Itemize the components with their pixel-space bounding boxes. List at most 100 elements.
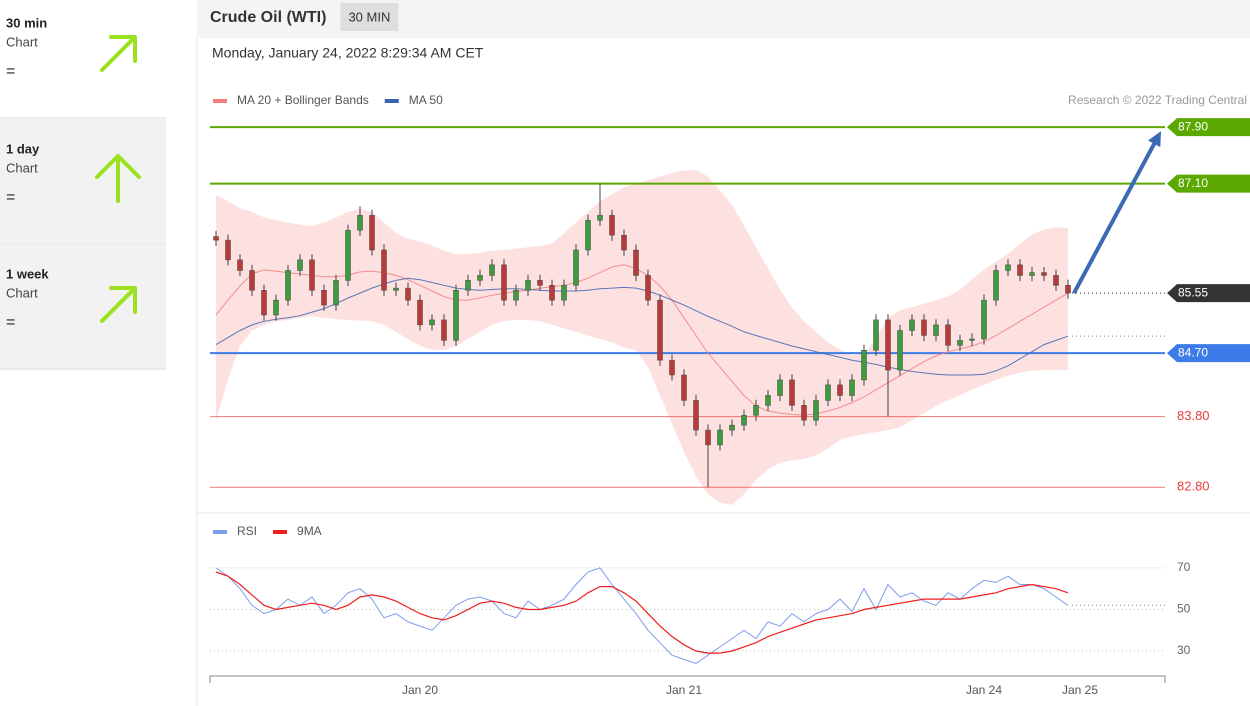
candle-body xyxy=(909,319,915,331)
sidebar-period[interactable]: 30 min xyxy=(6,15,47,30)
sidebar-row-bg xyxy=(0,244,166,369)
candle-body xyxy=(1005,264,1011,271)
moving-average xyxy=(215,264,1069,416)
level-tag xyxy=(1167,284,1250,303)
sidebar-label: Chart xyxy=(6,34,38,49)
line-series xyxy=(215,571,1069,654)
sidebar-label: Chart xyxy=(6,160,38,175)
candle-body xyxy=(573,249,579,286)
candle-body xyxy=(537,280,543,286)
candle-body xyxy=(1029,272,1035,276)
candle-body xyxy=(369,215,375,251)
candle-body xyxy=(597,215,603,221)
bollinger-band xyxy=(216,170,1068,505)
candle-body xyxy=(525,280,531,291)
candle-body xyxy=(873,319,879,351)
candle-body xyxy=(921,319,927,336)
candle-body xyxy=(777,379,783,396)
x-tick-label: Jan 24 xyxy=(966,683,1002,697)
candle-body xyxy=(225,239,231,261)
candle-body xyxy=(681,374,687,401)
sidebar-signal: = xyxy=(6,63,15,80)
candle-body xyxy=(381,249,387,291)
candle-body xyxy=(297,259,303,271)
candle-body xyxy=(357,215,363,231)
candle-body xyxy=(453,290,459,341)
candle-body xyxy=(693,400,699,431)
credit: Research © 2022 Trading Central xyxy=(1068,93,1247,107)
timeframe-badge[interactable] xyxy=(340,3,399,31)
candle-body xyxy=(261,290,267,316)
level-tag xyxy=(1167,118,1250,137)
candle-body xyxy=(465,280,471,291)
candle-body xyxy=(897,330,903,371)
candle-body xyxy=(621,234,627,251)
candle-body xyxy=(477,275,483,281)
candle-body xyxy=(273,299,279,316)
chart-subtitle: Monday, January 24, 2022 8:29:34 AM CET xyxy=(212,45,484,61)
level-label: 87.90 xyxy=(1178,119,1208,133)
legend-swatch xyxy=(213,530,227,534)
sidebar-row-bg xyxy=(0,119,166,244)
level-label: 85.55 xyxy=(1178,285,1208,299)
candle-body xyxy=(861,350,867,381)
x-tick-label: Jan 25 xyxy=(1062,683,1098,697)
candle-body xyxy=(489,264,495,276)
legend-label: RSI xyxy=(237,524,257,538)
candle-body xyxy=(933,324,939,336)
candle-body xyxy=(213,236,219,241)
candle-body xyxy=(441,319,447,341)
candle-body xyxy=(285,270,291,301)
level-label: 83.80 xyxy=(1177,408,1210,423)
candle-body xyxy=(633,249,639,276)
legend-label: MA 50 xyxy=(409,93,443,107)
candle-body xyxy=(549,285,555,301)
candle-body xyxy=(429,319,435,326)
candle-body xyxy=(609,215,615,236)
candle-body xyxy=(249,270,255,291)
x-tick-label: Jan 20 xyxy=(402,683,438,697)
candle-body xyxy=(957,340,963,346)
candle-body xyxy=(813,400,819,421)
sidebar-period[interactable]: 1 week xyxy=(6,266,49,281)
line-series xyxy=(215,567,1069,665)
candle-body xyxy=(1065,285,1071,294)
trend-arrow xyxy=(100,35,137,72)
y-tick-label: 30 xyxy=(1177,643,1191,657)
candle-body xyxy=(765,395,771,406)
candle-body xyxy=(237,259,243,271)
candle-body xyxy=(405,287,411,301)
sidebar-period[interactable]: 1 day xyxy=(6,141,40,156)
trend-arrow xyxy=(95,154,141,203)
legend-swatch xyxy=(273,530,288,534)
candle-body xyxy=(741,415,747,426)
candle-body xyxy=(753,405,759,416)
candle-body xyxy=(825,384,831,401)
candle-body xyxy=(309,259,315,291)
candle-body xyxy=(501,264,507,301)
candle-body xyxy=(885,319,891,371)
candle-body xyxy=(729,424,735,431)
timeframe-label[interactable]: 30 MIN xyxy=(348,9,390,24)
level-label: 87.10 xyxy=(1178,176,1208,190)
candle-body xyxy=(945,324,951,346)
candle-body xyxy=(393,287,399,291)
chart-title: Crude Oil (WTI) xyxy=(210,9,326,26)
candle-body xyxy=(993,270,999,301)
candle-body xyxy=(717,429,723,446)
candle-body xyxy=(645,275,651,301)
candle-body xyxy=(345,229,351,281)
legend-swatch xyxy=(384,99,399,103)
y-tick-label: 50 xyxy=(1177,602,1191,616)
level-tag xyxy=(1167,344,1250,363)
candle-body xyxy=(789,379,795,406)
candle-body xyxy=(513,290,519,301)
candle-body xyxy=(321,290,327,306)
candle-body xyxy=(669,359,675,376)
candle-body xyxy=(657,299,663,361)
candle-body xyxy=(1041,272,1047,276)
candle-body xyxy=(417,299,423,326)
moving-average xyxy=(215,277,1069,376)
